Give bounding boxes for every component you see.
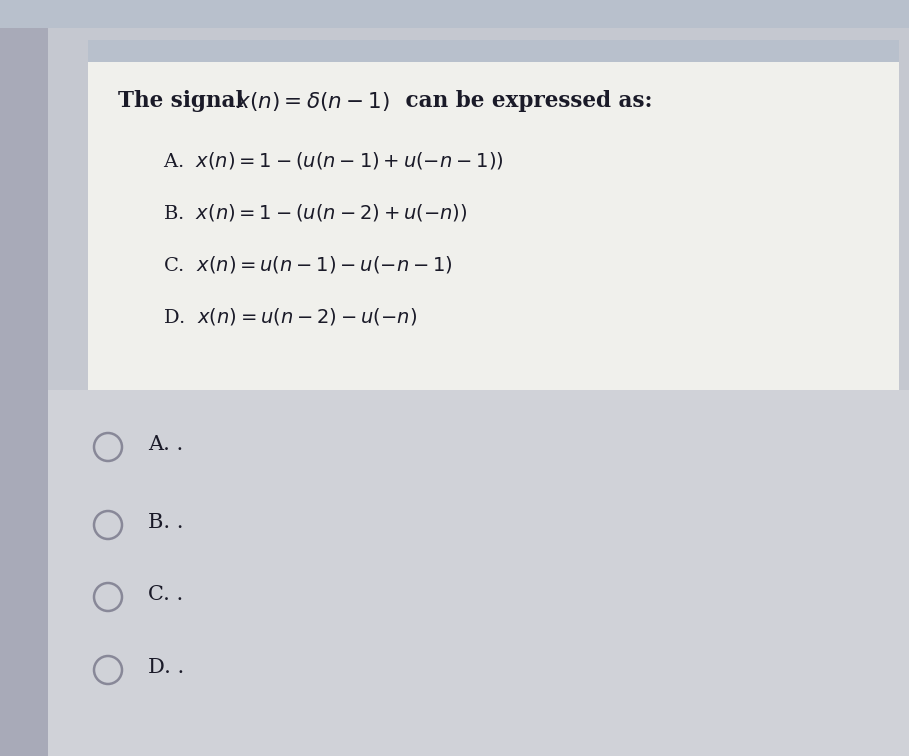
- Text: C.  $x(n) = u(n-1) - u(-n-1)$: C. $x(n) = u(n-1) - u(-n-1)$: [163, 254, 453, 275]
- Text: D. .: D. .: [148, 658, 185, 677]
- Text: B.  $x(n) = 1 - (u(n-2) + u(-n))$: B. $x(n) = 1 - (u(n-2) + u(-n))$: [163, 202, 467, 223]
- Text: can be expressed as:: can be expressed as:: [398, 90, 653, 112]
- Bar: [0, 0, 48, 756]
- Text: C. .: C. .: [148, 585, 184, 604]
- Bar: [88, 40, 899, 62]
- Text: D.  $x(n) = u(n-2) - u(-n)$: D. $x(n) = u(n-2) - u(-n)$: [163, 306, 417, 327]
- Bar: [0, 0, 909, 28]
- Text: The signal: The signal: [118, 90, 251, 112]
- Bar: [88, 40, 899, 390]
- Text: A.  $x(n) = 1 - (u(n-1) + u(-n-1))$: A. $x(n) = 1 - (u(n-1) + u(-n-1))$: [163, 150, 504, 171]
- Text: $x(n) = \delta(n-1)$: $x(n) = \delta(n-1)$: [236, 90, 390, 113]
- Bar: [48, 390, 909, 756]
- Text: B. .: B. .: [148, 513, 184, 532]
- Text: A. .: A. .: [148, 435, 184, 454]
- Bar: [48, 28, 88, 390]
